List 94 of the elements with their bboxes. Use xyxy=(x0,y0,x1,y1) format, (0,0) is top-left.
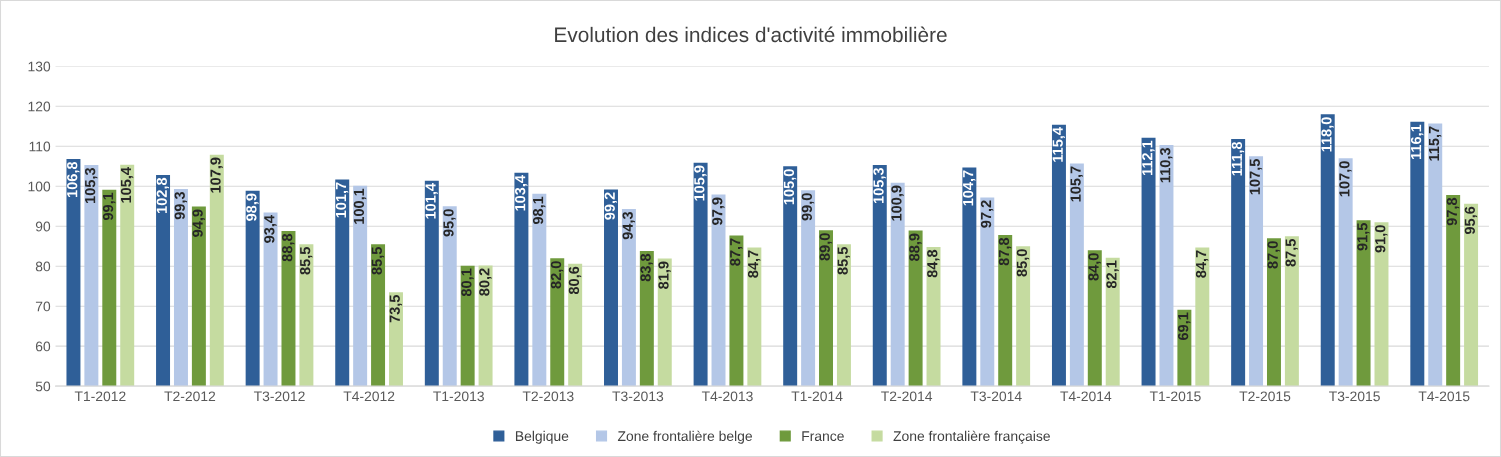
data-label: 116,1 xyxy=(1410,124,1424,160)
data-label: 105,9 xyxy=(694,165,707,201)
data-label: 99,2 xyxy=(604,192,618,220)
data-label: 82,1 xyxy=(1106,260,1119,289)
x-tick-label: T4-2012 xyxy=(343,391,395,402)
legend-label: Belgique xyxy=(515,430,569,444)
data-label: 98,1 xyxy=(532,196,546,225)
data-label: 95,6 xyxy=(1464,206,1478,235)
data-label: 99,0 xyxy=(801,193,815,221)
x-tick-label: T2-2012 xyxy=(164,391,216,402)
x-tick-label: T4-2015 xyxy=(1418,391,1470,402)
x-tick-label: T3-2014 xyxy=(970,391,1022,402)
data-label: 105,3 xyxy=(873,167,886,204)
data-label: 69,1 xyxy=(1177,312,1191,341)
data-label: 107,0 xyxy=(1339,161,1352,197)
x-tick-label: T3-2012 xyxy=(253,391,305,402)
x-tick-label: T2-2013 xyxy=(522,391,574,402)
data-label: 80,2 xyxy=(479,268,492,296)
y-tick-label: 130 xyxy=(28,61,51,72)
x-tick-label: T4-2013 xyxy=(701,391,753,402)
data-label: 84,7 xyxy=(1195,250,1209,278)
x-tick-label: T4-2014 xyxy=(1060,391,1112,402)
data-label: 85,0 xyxy=(1016,249,1030,277)
y-tick-label: 100 xyxy=(28,181,51,192)
x-tick-label: T1-2012 xyxy=(74,391,126,402)
data-label: 81,9 xyxy=(658,261,671,289)
legend-label: Zone frontalière belge xyxy=(617,430,752,444)
data-label: 115,7 xyxy=(1428,126,1442,161)
y-tick-label: 70 xyxy=(35,301,51,312)
data-label: 87,0 xyxy=(1267,241,1280,269)
data-label: 115,4 xyxy=(1052,127,1065,162)
data-label: 85,5 xyxy=(837,247,850,275)
data-label: 80,1 xyxy=(461,268,474,297)
data-label: 88,9 xyxy=(909,233,922,261)
y-tick-label: 80 xyxy=(35,261,51,272)
data-label: 85,5 xyxy=(299,247,313,275)
x-tick-label: T1-2015 xyxy=(1149,391,1201,402)
data-label: 105,7 xyxy=(1070,166,1083,202)
data-label: 84,8 xyxy=(927,249,940,278)
x-tick-label: T1-2014 xyxy=(791,391,843,402)
data-label: 87,8 xyxy=(998,237,1012,266)
data-label: 87,7 xyxy=(730,238,743,266)
y-tick-label: 60 xyxy=(35,341,51,352)
data-label: 107,9 xyxy=(210,157,223,193)
data-label: 91,0 xyxy=(1375,225,1388,253)
data-label: 101,4 xyxy=(425,183,438,219)
data-label: 105,3 xyxy=(84,167,98,204)
y-tick-label: 120 xyxy=(28,101,51,112)
x-tick-label: T3-2013 xyxy=(612,391,664,402)
data-label: 73,5 xyxy=(389,295,403,323)
x-tick-label: T1-2013 xyxy=(433,391,484,402)
data-label: 100,9 xyxy=(891,185,904,221)
data-label: 84,0 xyxy=(1088,253,1101,281)
data-label: 88,8 xyxy=(282,233,295,262)
data-label: 100,1 xyxy=(353,188,367,224)
y-tick-label: 90 xyxy=(35,221,51,232)
data-label: 97,8 xyxy=(1446,197,1460,226)
data-label: 89,0 xyxy=(819,233,833,261)
data-label: 112,1 xyxy=(1142,140,1155,176)
data-label: 99,3 xyxy=(174,191,187,220)
data-label: 106,8 xyxy=(67,161,80,198)
data-label: 94,9 xyxy=(192,209,205,237)
data-label: 91,5 xyxy=(1357,223,1370,251)
data-label: 94,3 xyxy=(622,211,635,240)
data-label: 95,0 xyxy=(443,209,456,237)
data-label: 107,5 xyxy=(1249,159,1263,195)
data-label: 84,7 xyxy=(747,250,761,278)
data-label: 98,9 xyxy=(246,193,259,221)
data-label: 85,5 xyxy=(371,247,385,275)
data-label: 110,3 xyxy=(1160,147,1173,183)
legend-label: France xyxy=(802,431,844,442)
data-label: 82,0 xyxy=(550,261,564,289)
data-label: 97,2 xyxy=(980,200,994,228)
data-label: 87,5 xyxy=(1285,239,1298,267)
data-label: 97,9 xyxy=(712,197,725,225)
data-label: 118,0 xyxy=(1321,117,1334,152)
y-tick-label: 110 xyxy=(29,141,51,152)
data-label: 101,7 xyxy=(335,182,349,218)
x-tick-label: T3-2015 xyxy=(1329,391,1380,402)
data-label: 111,8 xyxy=(1231,141,1245,176)
x-tick-label: T2-2014 xyxy=(881,391,933,402)
data-label: 99,1 xyxy=(102,192,116,221)
x-tick-label: T2-2015 xyxy=(1239,391,1291,402)
data-label: 102,8 xyxy=(156,177,170,213)
y-tick-label: 50 xyxy=(35,381,51,392)
data-label: 105,0 xyxy=(783,169,797,205)
data-label: 83,8 xyxy=(640,253,653,282)
data-label: 80,6 xyxy=(568,266,582,295)
data-label: 103,4 xyxy=(515,175,528,211)
data-label: 105,4 xyxy=(120,167,134,203)
legend-label: Zone frontalière française xyxy=(893,430,1050,444)
data-label: 93,4 xyxy=(264,215,277,243)
data-label: 104,7 xyxy=(962,170,976,206)
chart-title: Evolution des indices d'activité immobilière xyxy=(555,26,947,43)
